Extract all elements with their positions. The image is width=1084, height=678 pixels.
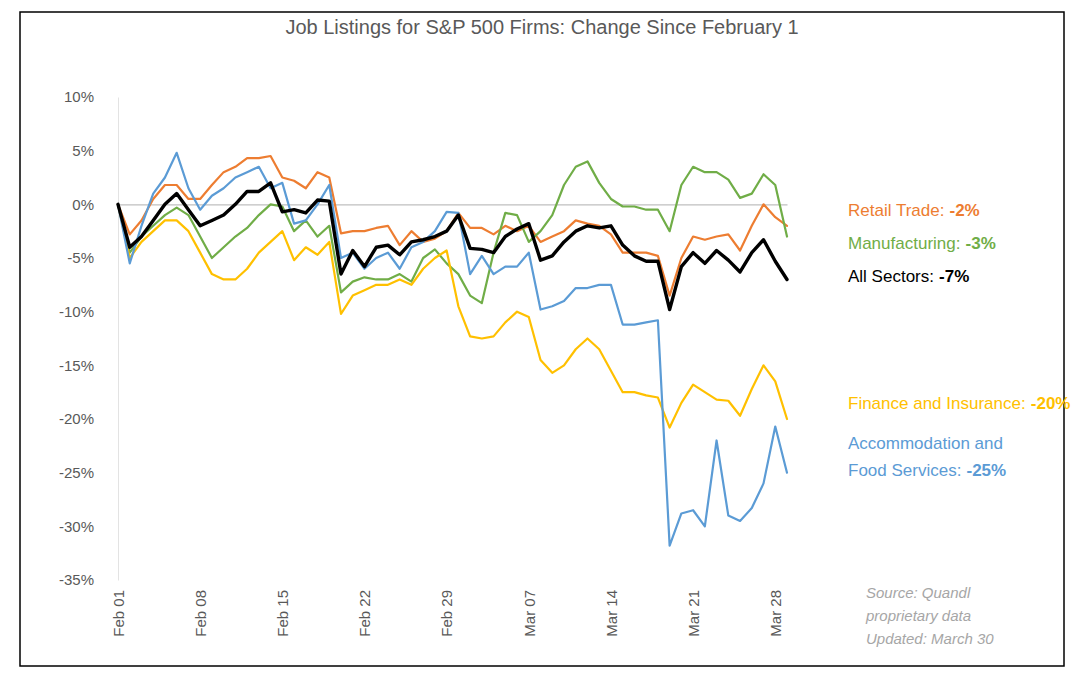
y-tick-label: -35%	[59, 571, 94, 588]
annotation: proprietary data	[865, 607, 971, 624]
y-tick-label: -15%	[59, 357, 94, 374]
annotation: Source: Quandl	[866, 584, 971, 601]
data-label: -3%	[966, 234, 996, 253]
series-name: Retail Trade:	[848, 201, 944, 220]
x-tick: Mar 21	[685, 204, 702, 636]
y-tick-label: 10%	[64, 88, 94, 105]
data-label: -2%	[949, 201, 979, 220]
y-tick: -25%	[59, 464, 118, 481]
y-tick: -15%	[59, 357, 118, 374]
x-tick: Feb 15	[274, 204, 291, 636]
series-label: Retail Trade: -2%	[848, 201, 980, 220]
y-tick: 0%	[72, 196, 118, 213]
series-labels: Retail Trade: -2% Manufacturing: -3% All Sec…	[848, 201, 1070, 480]
y-tick: -30%	[59, 518, 118, 535]
y-tick: -20%	[59, 410, 118, 427]
frame	[20, 12, 1064, 666]
y-axis: 10% 5% 0% -5% -10% -15% -20% -25% -30% -35%	[59, 88, 119, 588]
y-tick: 10%	[64, 88, 118, 105]
series-label: Finance and Insurance: -20%	[848, 394, 1070, 413]
data-label: -20%	[1031, 394, 1071, 413]
x-tick-label: Mar 28	[767, 590, 784, 637]
y-axis-line	[118, 98, 119, 581]
series-label: Accommodation and	[848, 434, 1003, 453]
y-tick-label: -5%	[67, 249, 94, 266]
y-tick-label: 0%	[72, 196, 94, 213]
y-tick: -10%	[59, 303, 118, 320]
annotation: Updated: March 30	[866, 630, 994, 647]
plot-area	[118, 153, 787, 546]
x-tick-label: Feb 15	[274, 590, 291, 637]
x-tick: Mar 14	[603, 204, 620, 636]
x-tick-label: Feb 08	[192, 590, 209, 637]
y-tick: 5%	[72, 142, 118, 159]
chart-svg: Job Listings for S&P 500 Firms: Change S…	[0, 0, 1084, 678]
y-tick-label: -25%	[59, 464, 94, 481]
series-label: Food Services: -25%	[848, 461, 1006, 480]
data-label: -7%	[939, 267, 969, 286]
x-axis-line	[119, 204, 788, 205]
x-tick: Feb 01	[110, 204, 127, 636]
source-note: Source: Quandl proprietary data Updated: M…	[865, 584, 994, 647]
y-tick: -5%	[67, 249, 118, 266]
series-line	[118, 153, 787, 546]
series-line	[118, 204, 787, 427]
x-tick-label: Mar 21	[685, 590, 702, 637]
x-axis: Feb 01 Feb 08 Feb 15 Feb 22 Feb 29 Mar 07 Mar …	[110, 204, 788, 636]
x-tick-label: Feb 29	[438, 590, 455, 637]
data-label: -25%	[966, 461, 1006, 480]
series-label: Manufacturing: -3%	[848, 234, 996, 253]
series-name: Finance and Insurance:	[848, 394, 1026, 413]
chart-container: Job Listings for S&P 500 Firms: Change S…	[0, 0, 1084, 678]
x-tick-label: Feb 22	[356, 590, 373, 637]
title: Job Listings for S&P 500 Firms: Change S…	[285, 16, 798, 38]
series-line	[118, 183, 787, 310]
y-tick-label: 5%	[72, 142, 94, 159]
x-tick-label: Mar 14	[603, 590, 620, 637]
series-label: All Sectors: -7%	[848, 267, 969, 286]
y-tick: -35%	[59, 571, 118, 588]
series-name: Manufacturing:	[848, 234, 960, 253]
series-name: Food Services:	[848, 461, 961, 480]
x-tick-label: Feb 01	[110, 590, 127, 637]
y-tick-label: -20%	[59, 410, 94, 427]
series-name: All Sectors:	[848, 267, 934, 286]
y-tick-label: -10%	[59, 303, 94, 320]
x-tick-label: Mar 07	[521, 590, 538, 637]
x-tick: Feb 08	[192, 204, 209, 636]
y-tick-label: -30%	[59, 518, 94, 535]
x-tick: Mar 07	[521, 204, 538, 636]
series-name: Accommodation and	[848, 434, 1003, 453]
